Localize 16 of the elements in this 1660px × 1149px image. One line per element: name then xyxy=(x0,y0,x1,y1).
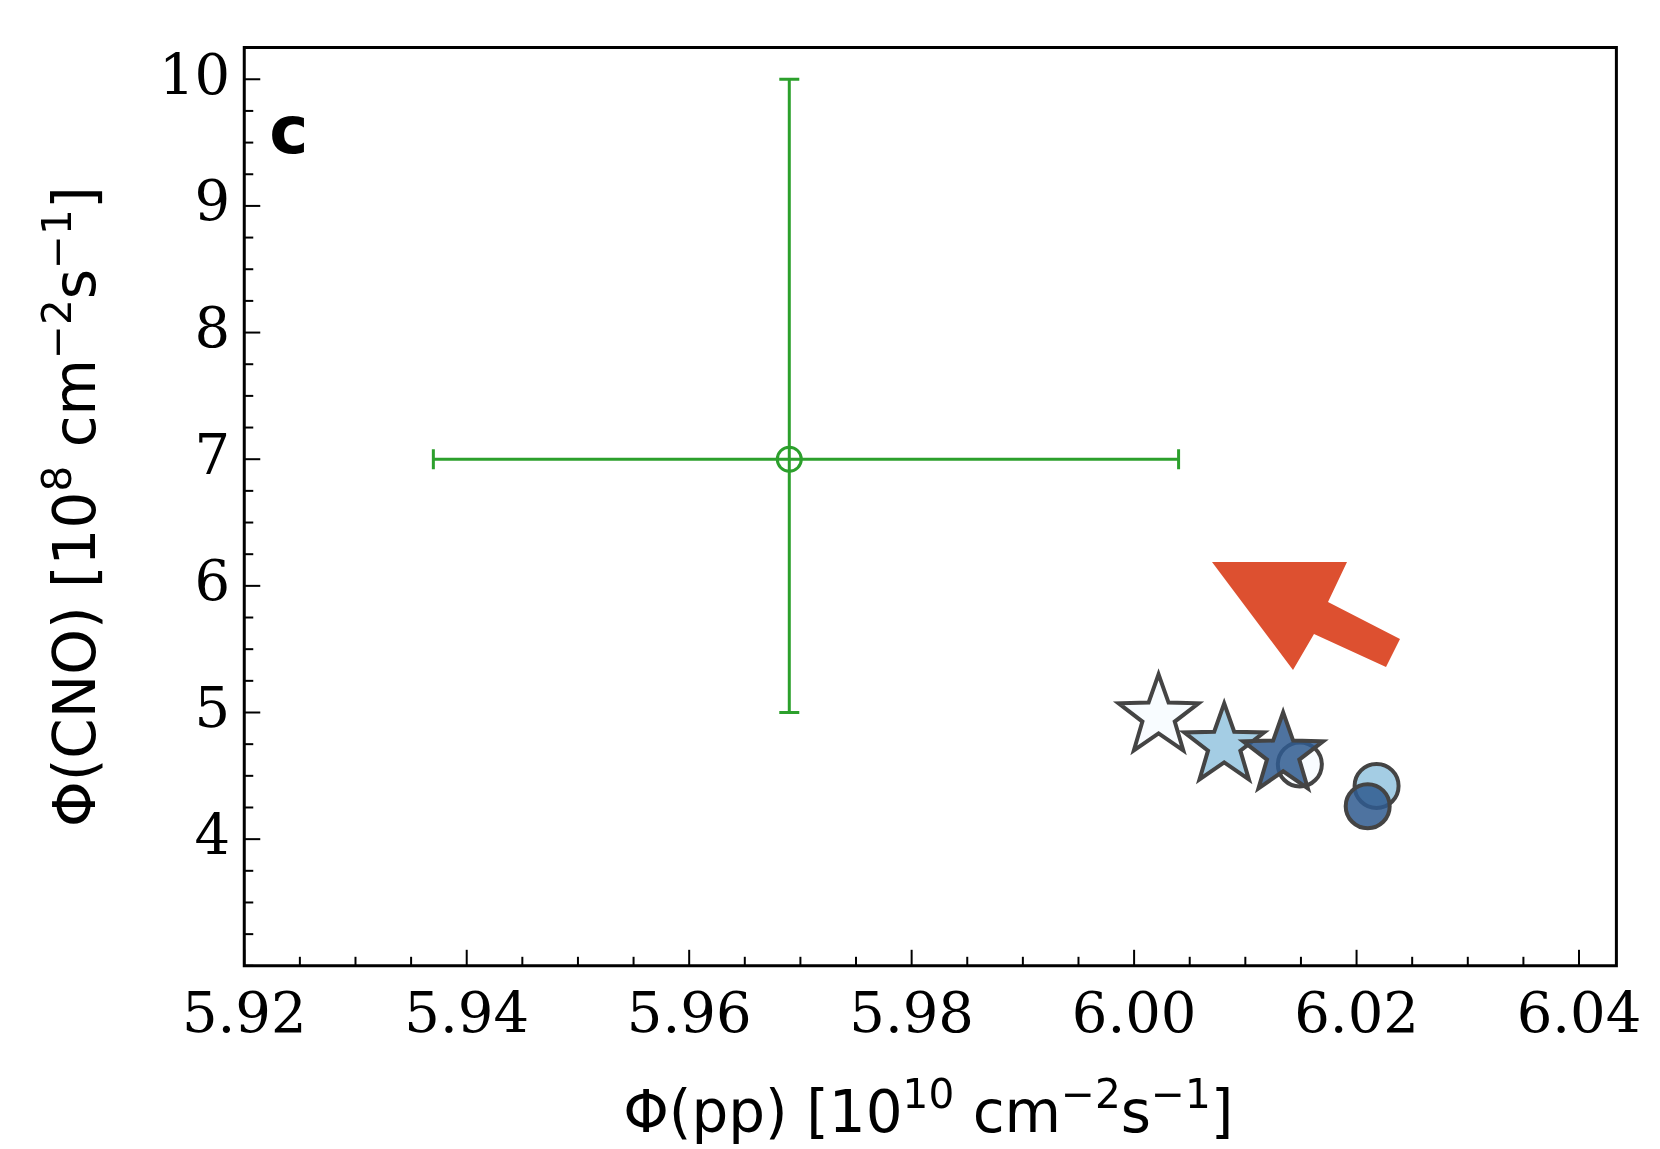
y-tick-label: 9 xyxy=(194,168,231,234)
y-tick-label: 6 xyxy=(194,548,231,614)
x-tick-label: 6.04 xyxy=(1516,979,1642,1045)
x-tick-label: 6.00 xyxy=(1071,979,1197,1045)
x-tick-label: 5.96 xyxy=(626,979,752,1045)
x-tick-label: 5.98 xyxy=(849,979,974,1045)
x-tick-label: 5.92 xyxy=(181,979,307,1045)
annotation: c xyxy=(269,91,309,169)
x-tick-label: 5.94 xyxy=(404,979,530,1045)
y-tick-label: 8 xyxy=(194,295,231,361)
y-tick-label: 5 xyxy=(194,675,231,741)
y-tick-label: 10 xyxy=(158,41,231,107)
y-tick-label: 4 xyxy=(194,801,231,867)
x-tick-label: 6.02 xyxy=(1294,979,1419,1045)
y-axis-title: Φ(CNO) [108 cm−2s−1] xyxy=(32,186,109,827)
y-tick-label: 7 xyxy=(194,421,231,487)
